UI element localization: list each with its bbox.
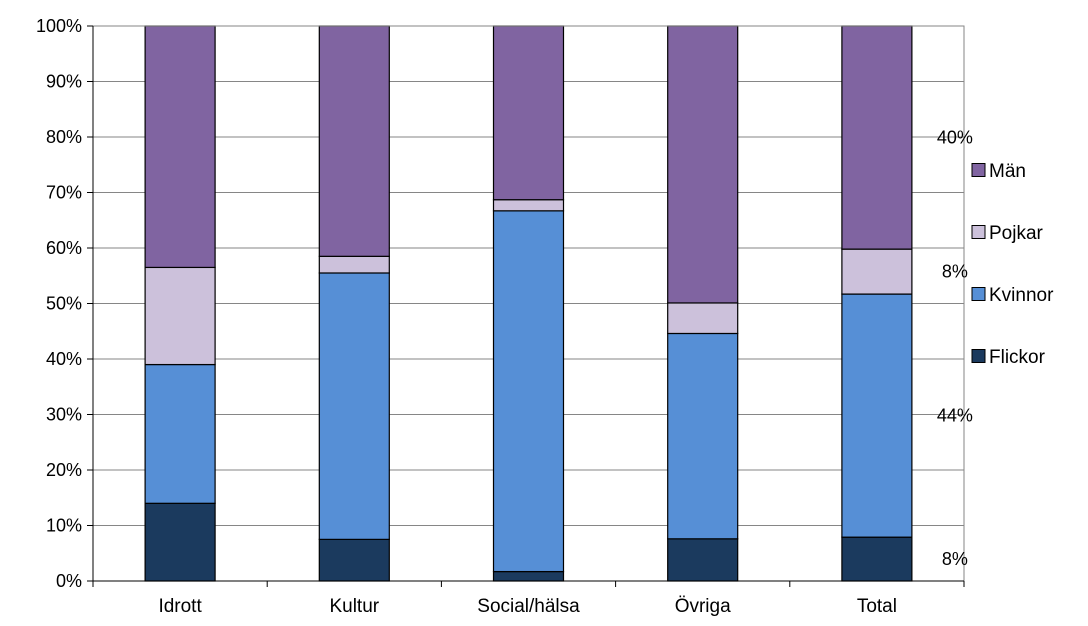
legend-label: Pojkar: [989, 223, 1044, 244]
legend: Män Pojkar Kvinnor Flickor: [971, 161, 1054, 368]
bar-stack-total: [841, 25, 913, 582]
legend-swatch: [971, 225, 986, 239]
bar-stack-idrott: [144, 25, 216, 582]
bar-segment-kvinnor: [318, 272, 390, 540]
category-label-idrott: Idrott: [158, 596, 202, 617]
bar-segment-kvinnor: [144, 363, 216, 504]
bar-stack-kultur: [318, 25, 390, 582]
y-tick-label: 70%: [46, 183, 82, 203]
bar-segment-pojkar: [667, 302, 739, 335]
legend-swatch: [971, 349, 986, 363]
y-tick-label: 50%: [46, 294, 82, 314]
category-label-total: Total: [857, 596, 897, 617]
y-axis-tick-labels: 0% 10% 20% 30% 40% 50% 60% 70% 80% 90% 100%: [36, 16, 93, 591]
category-label-ovriga: Övriga: [675, 596, 731, 617]
y-tick-label: 100%: [36, 16, 82, 36]
data-label-pojkar: 8%: [942, 262, 968, 282]
legend-item-pojkar: Pojkar: [971, 223, 1044, 244]
legend-item-flickor: Flickor: [971, 347, 1046, 368]
bar-segment-man: [144, 25, 216, 269]
bar-segment-man: [667, 25, 739, 304]
bar-segment-flickor: [492, 570, 565, 582]
legend-swatch: [971, 287, 986, 301]
bar-segment-man: [492, 25, 565, 201]
bar-segment-pojkar: [492, 199, 565, 212]
bar-segment-flickor: [667, 538, 739, 582]
bar-segment-kvinnor: [492, 210, 565, 573]
y-tick-label: 30%: [46, 405, 82, 425]
bar-stacks: [144, 25, 913, 582]
data-label-flickor: 8%: [942, 549, 968, 569]
bar-stack-social-halsa: [492, 25, 565, 582]
bar-segment-flickor: [841, 536, 913, 582]
bar-segment-man: [318, 25, 390, 257]
bar-segment-flickor: [144, 502, 216, 582]
legend-item-kvinnor: Kvinnor: [971, 285, 1054, 306]
category-label-social-halsa: Social/hälsa: [477, 596, 580, 617]
y-tick-label: 10%: [46, 516, 82, 536]
category-label-kultur: Kultur: [329, 596, 379, 617]
legend-label: Kvinnor: [989, 285, 1054, 306]
y-tick-label: 60%: [46, 238, 82, 258]
y-tick-label: 0%: [56, 571, 82, 591]
legend-label: Flickor: [989, 347, 1046, 368]
y-tick-label: 20%: [46, 460, 82, 480]
bar-segment-pojkar: [841, 248, 913, 295]
y-tick-label: 90%: [46, 72, 82, 92]
legend-label: Män: [989, 161, 1026, 182]
bar-segment-pojkar: [144, 266, 216, 366]
y-tick-label: 40%: [46, 349, 82, 369]
y-tick-label: 80%: [46, 127, 82, 147]
bar-segment-kvinnor: [667, 332, 739, 540]
x-axis-category-labels: Idrott Kultur Social/hälsa Övriga Total: [158, 596, 897, 617]
bar-stack-ovriga: [667, 25, 739, 582]
bar-segment-kvinnor: [841, 293, 913, 538]
bar-segment-man: [841, 25, 913, 250]
bar-segment-pojkar: [318, 255, 390, 274]
data-label-man: 40%: [937, 128, 973, 148]
legend-swatch: [971, 163, 986, 177]
legend-item-man: Män: [971, 161, 1026, 182]
bar-segment-flickor: [318, 538, 390, 582]
data-label-kvinnor: 44%: [937, 406, 973, 426]
data-labels: 8% 44% 8% 40%: [937, 128, 973, 570]
